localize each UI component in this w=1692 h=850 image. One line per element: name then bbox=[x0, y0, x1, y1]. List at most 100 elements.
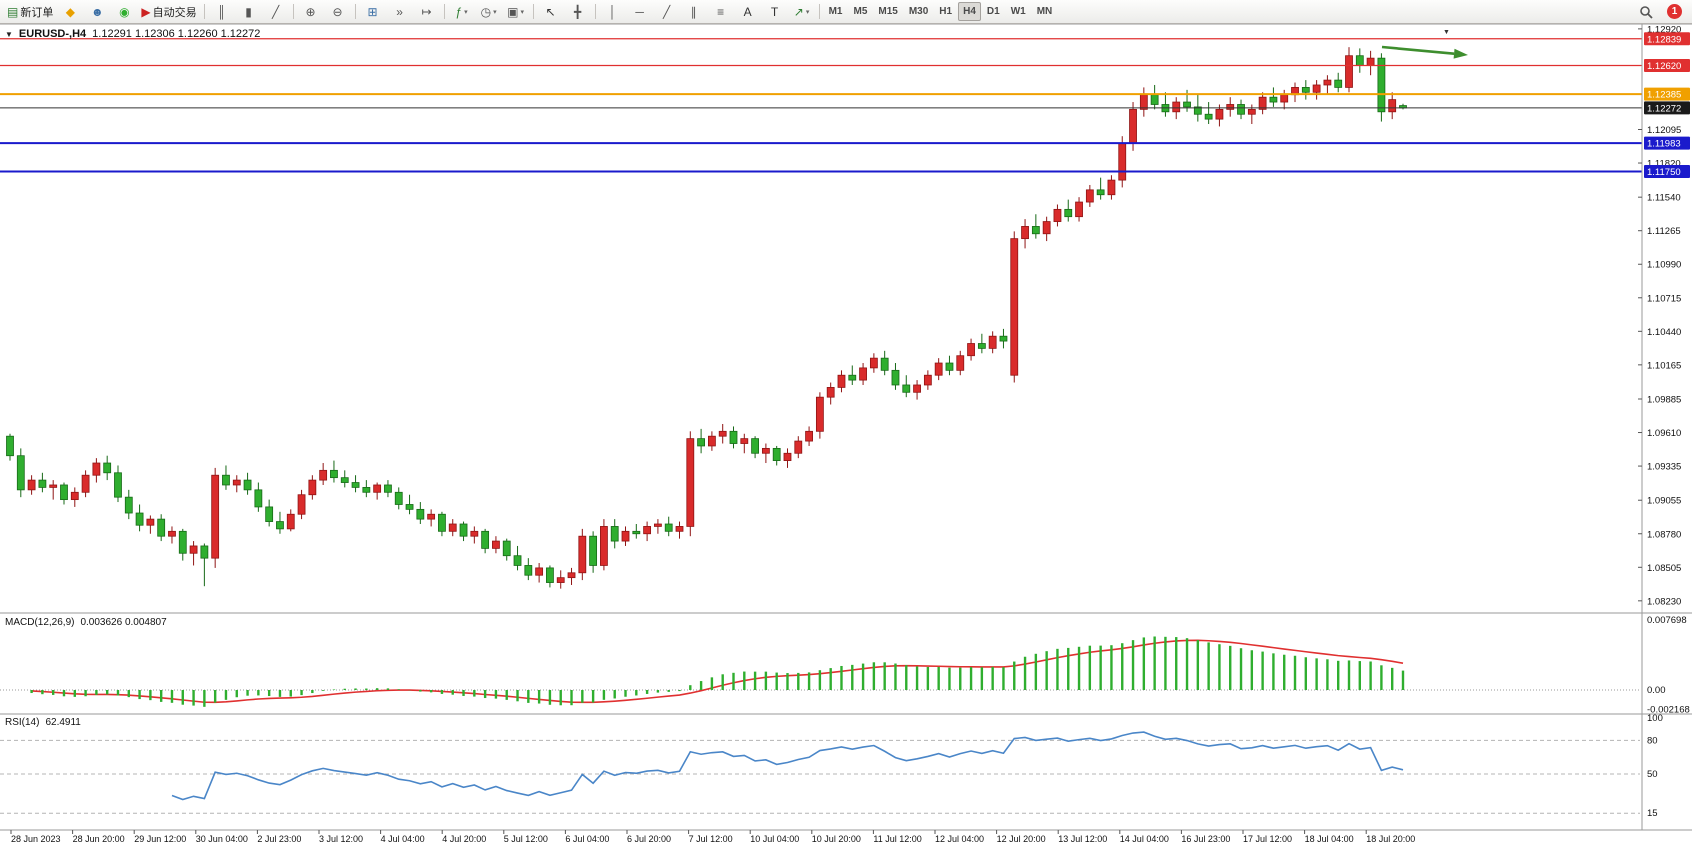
svg-text:3 Jul 12:00: 3 Jul 12:00 bbox=[319, 834, 363, 844]
toolbar-separator bbox=[532, 4, 534, 19]
search-button[interactable] bbox=[1633, 2, 1659, 22]
svg-text:30 Jun 04:00: 30 Jun 04:00 bbox=[196, 834, 248, 844]
svg-text:1.12272: 1.12272 bbox=[1647, 103, 1681, 114]
chevron-down-icon: ▾ bbox=[805, 8, 810, 16]
symbol-name: EURUSD-,H4 bbox=[18, 28, 87, 40]
new-order-button[interactable]: ▤ 新订单 bbox=[4, 2, 56, 22]
notification-badge[interactable]: 1 bbox=[1667, 4, 1682, 19]
svg-text:1.12839: 1.12839 bbox=[1647, 34, 1681, 45]
timeframe-h4[interactable]: H4 bbox=[958, 2, 981, 21]
text-icon: A bbox=[743, 4, 752, 19]
signals-button[interactable]: ◉ bbox=[111, 2, 137, 22]
toolbar-groups: ▤ 新订单 ◆ ☻ ◉ ▶ 自动交易 ║ ▮ ╱ ⊕ ⊖ ⊞» ↦ ƒ ▾ ◷ ▾ ▣ ▾ ↖ ╋ │ ─ ╱ ∥ ≡ A T ↗ ▾ M1 M… bbox=[4, 2, 1633, 22]
toolbar-separator bbox=[292, 4, 294, 19]
trendline-button[interactable]: ╱ bbox=[654, 2, 680, 22]
timeframe-m15[interactable]: M15 bbox=[878, 6, 898, 17]
svg-text:12 Jul 04:00: 12 Jul 04:00 bbox=[935, 834, 984, 844]
arrows-button[interactable]: ↗ ▾ bbox=[789, 2, 815, 22]
auto-scroll-icon: » bbox=[396, 4, 403, 19]
toolbar-separator bbox=[203, 4, 205, 19]
horizontal-line-objects[interactable] bbox=[0, 38, 1642, 173]
indicators-icon: ƒ bbox=[455, 4, 463, 19]
svg-text:1.08780: 1.08780 bbox=[1647, 529, 1681, 540]
timeframe-m1[interactable]: M1 bbox=[828, 6, 843, 17]
timeframe-w1[interactable]: W1 bbox=[1010, 6, 1026, 17]
price-axis[interactable]: 1.12920 1.12095 1.11820 1.11540 1.11265 1.109… bbox=[1638, 24, 1690, 819]
macd-histogram bbox=[30, 636, 1405, 707]
line-chart-icon: ╱ bbox=[271, 4, 280, 19]
timeframe-h1[interactable]: H1 bbox=[939, 6, 953, 17]
crosshair-button[interactable]: ╋ bbox=[565, 2, 591, 22]
svg-text:10 Jul 04:00: 10 Jul 04:00 bbox=[750, 834, 799, 844]
svg-text:17 Jul 12:00: 17 Jul 12:00 bbox=[1243, 834, 1292, 844]
templates-button[interactable]: ▣ ▾ bbox=[503, 2, 529, 22]
svg-text:1.10990: 1.10990 bbox=[1647, 260, 1681, 271]
autotrading-button[interactable]: ▶ 自动交易 bbox=[138, 2, 199, 22]
svg-text:1.11820: 1.11820 bbox=[1647, 159, 1681, 170]
macd-label: MACD(12,26,9) bbox=[5, 617, 75, 628]
time-axis[interactable]: 28 Jun 2023 28 Jun 20:00 29 Jun 12:00 30 Ju… bbox=[10, 830, 1415, 844]
rsi-panel[interactable] bbox=[0, 731, 1640, 814]
main-chart-panel[interactable]: ▼ bbox=[1443, 29, 1450, 36]
toolbar-separator bbox=[354, 4, 356, 19]
svg-text:50: 50 bbox=[1647, 769, 1658, 780]
timeframe-mn[interactable]: MN bbox=[1036, 6, 1053, 17]
candlestick-icon: ▮ bbox=[245, 4, 252, 19]
new-order-button-label: 新订单 bbox=[20, 6, 54, 19]
channel-button[interactable]: ∥ bbox=[681, 2, 707, 22]
arrow-object[interactable] bbox=[1381, 45, 1468, 59]
chart-shift-button[interactable]: ↦ bbox=[414, 2, 440, 22]
periods-button[interactable]: ◷ ▾ bbox=[476, 2, 502, 22]
market-watch-button[interactable]: ☻ bbox=[84, 2, 110, 22]
rsi-line bbox=[171, 731, 1404, 801]
svg-text:12 Jul 20:00: 12 Jul 20:00 bbox=[997, 834, 1046, 844]
panel-borders bbox=[0, 24, 1692, 831]
collapse-icon[interactable]: ▼ bbox=[5, 29, 13, 39]
rsi-label: RSI(14) bbox=[5, 717, 40, 728]
chart-shift-icon: ↦ bbox=[421, 4, 432, 19]
trendline-icon: ╱ bbox=[662, 4, 671, 19]
cursor-button[interactable]: ↖ bbox=[538, 2, 564, 22]
label-button[interactable]: T bbox=[762, 2, 788, 22]
svg-text:1.12920: 1.12920 bbox=[1647, 24, 1681, 35]
vertical-line-button[interactable]: │ bbox=[600, 2, 626, 22]
auto-scroll-button[interactable]: » bbox=[387, 2, 413, 22]
macd-values: 0.003626 0.004807 bbox=[80, 617, 167, 628]
chart-window[interactable]: ▼ 1.12920 1.12095 1.11820 1.11540 1.11265 1.10… bbox=[0, 24, 1692, 850]
svg-text:4 Jul 04:00: 4 Jul 04:00 bbox=[381, 834, 425, 844]
candlestick-button[interactable]: ▮ bbox=[236, 2, 262, 22]
price-badge: 1.11750 bbox=[1644, 165, 1690, 179]
timeframe-d1[interactable]: D1 bbox=[986, 6, 1000, 17]
line-chart-button[interactable]: ╱ bbox=[263, 2, 289, 22]
svg-text:18 Jul 20:00: 18 Jul 20:00 bbox=[1366, 834, 1415, 844]
svg-text:1.11540: 1.11540 bbox=[1647, 193, 1681, 204]
timeframe-m5[interactable]: M5 bbox=[853, 6, 868, 17]
toolbar-separator bbox=[594, 4, 596, 19]
text-button[interactable]: A bbox=[735, 2, 761, 22]
svg-text:13 Jul 12:00: 13 Jul 12:00 bbox=[1058, 834, 1107, 844]
svg-text:6 Jul 04:00: 6 Jul 04:00 bbox=[565, 834, 609, 844]
svg-text:1.09885: 1.09885 bbox=[1647, 395, 1681, 406]
timeframe-m30[interactable]: M30 bbox=[908, 6, 929, 17]
zoom-in-icon: ⊕ bbox=[305, 4, 316, 19]
toolbar-right: 1 bbox=[1633, 2, 1682, 22]
price-badge: 1.12272 bbox=[1644, 101, 1690, 115]
fibonacci-button[interactable]: ≡ bbox=[708, 2, 734, 22]
chart-canvas[interactable]: ▼ 1.12920 1.12095 1.11820 1.11540 1.11265 1.10… bbox=[0, 24, 1692, 850]
svg-text:10 Jul 20:00: 10 Jul 20:00 bbox=[812, 834, 861, 844]
svg-text:29 Jun 12:00: 29 Jun 12:00 bbox=[134, 834, 186, 844]
market-watch-icon: ☻ bbox=[91, 4, 104, 19]
periods-icon: ◷ bbox=[480, 4, 492, 19]
bar-chart-button[interactable]: ║ bbox=[209, 2, 235, 22]
indicators-button[interactable]: ƒ ▾ bbox=[449, 2, 475, 22]
svg-text:28 Jun 20:00: 28 Jun 20:00 bbox=[73, 834, 125, 844]
tile-windows-icon: ⊞ bbox=[367, 4, 378, 19]
svg-text:1.12095: 1.12095 bbox=[1647, 125, 1681, 136]
svg-text:1.12385: 1.12385 bbox=[1647, 90, 1681, 101]
svg-text:16 Jul 23:00: 16 Jul 23:00 bbox=[1181, 834, 1230, 844]
zoom-in-button[interactable]: ⊕ bbox=[298, 2, 324, 22]
tile-windows-button[interactable]: ⊞ bbox=[360, 2, 386, 22]
horizontal-line-button[interactable]: ─ bbox=[627, 2, 653, 22]
zoom-out-button[interactable]: ⊖ bbox=[325, 2, 351, 22]
profiles-button[interactable]: ◆ bbox=[57, 2, 83, 22]
